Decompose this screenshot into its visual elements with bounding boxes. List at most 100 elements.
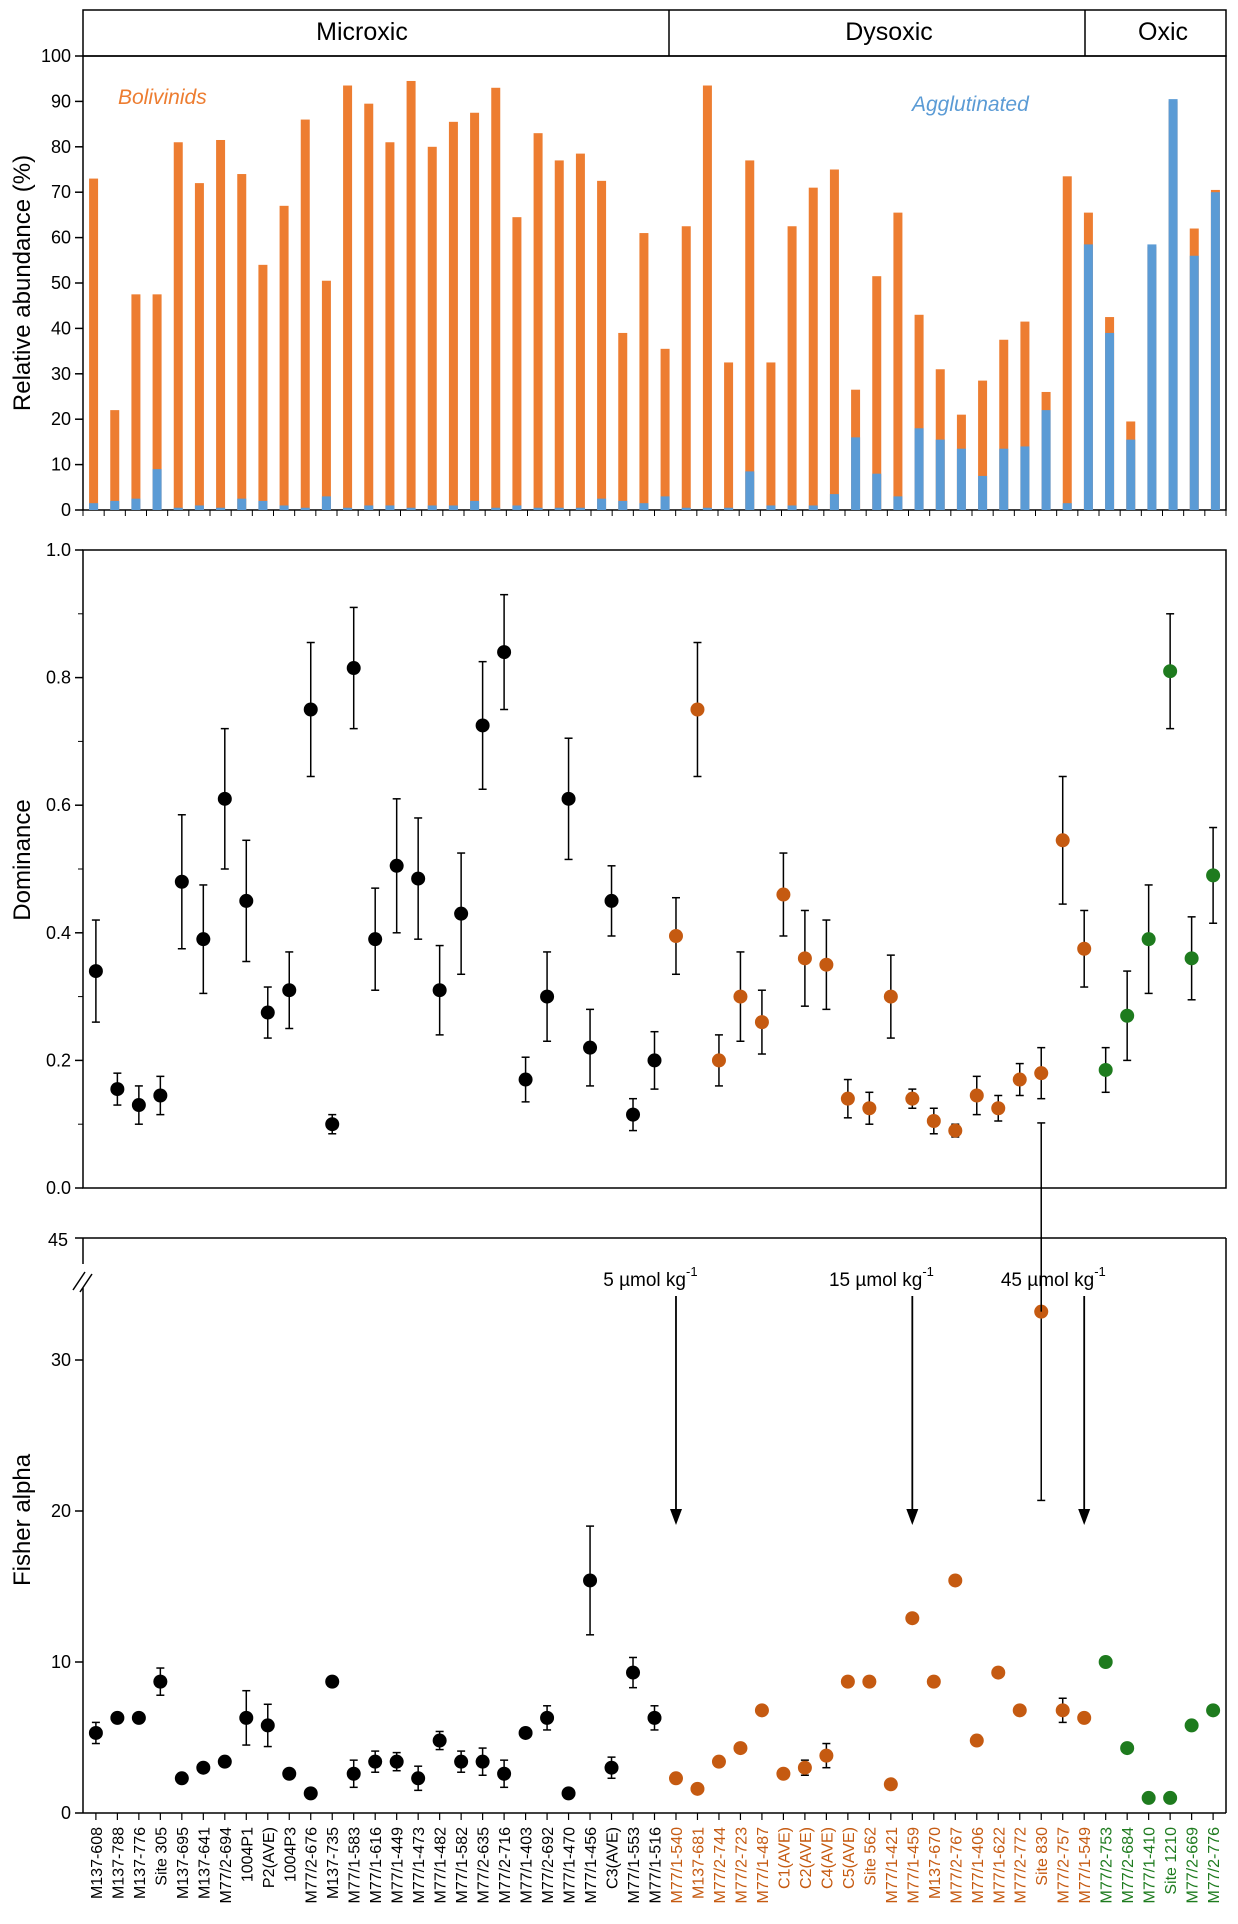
x-tick-label: M77/2-723 — [733, 1827, 750, 1904]
fisher-point — [411, 1771, 426, 1786]
y-tick-label: 40 — [51, 318, 71, 338]
bolivinid-bar — [194, 183, 204, 510]
bolivinid-bar — [258, 264, 268, 510]
agglutinated-bar — [300, 507, 310, 510]
bolivinid-bar — [999, 339, 1009, 510]
y-tick-label: 10 — [51, 455, 71, 475]
x-tick-label: M137-695 — [175, 1827, 192, 1899]
fisher-point — [518, 1725, 533, 1740]
zone-label-dysoxic: Dysoxic — [845, 18, 933, 46]
agglutinated-bar — [258, 500, 268, 510]
agglutinated-bar — [1020, 446, 1030, 510]
agglutinated-bar — [702, 507, 712, 510]
y-tick-label: 0.4 — [46, 923, 71, 943]
fisher-point — [1206, 1703, 1221, 1718]
dominance-point — [1120, 1008, 1135, 1023]
agglutinated-bar — [237, 498, 247, 510]
y-tick-label: 10 — [51, 1652, 71, 1672]
dominance-point — [733, 989, 748, 1004]
fisher-point — [862, 1674, 877, 1689]
agglutinated-bar — [427, 505, 437, 510]
fisher-point — [325, 1674, 340, 1689]
bolivinid-bar — [724, 362, 734, 510]
x-tick-label: M77/1-616 — [368, 1827, 385, 1904]
agglutinated-bar — [1147, 244, 1157, 510]
fisher-point — [196, 1760, 211, 1775]
fisher-y-axis: 0 10 20 30 — [51, 1350, 83, 1823]
x-tick-label: Site 830 — [1034, 1827, 1051, 1886]
fisher-point — [969, 1733, 984, 1748]
bolivinid-bar — [152, 294, 162, 510]
y-tick-label: 100 — [41, 46, 71, 66]
zone-header-box — [82, 9, 1227, 57]
dominance-point — [819, 957, 834, 972]
bolivinid-bar — [321, 280, 331, 510]
y-tick-label: 0.8 — [46, 668, 71, 688]
x-tick-label: M77/2-772 — [1013, 1827, 1030, 1904]
agglutinated-label: Agglutinated — [910, 93, 1030, 116]
dominance-point — [711, 1053, 726, 1068]
dominance-point — [346, 661, 361, 676]
dominance-point — [926, 1114, 941, 1129]
fisher-point — [110, 1710, 125, 1725]
fisher-point — [604, 1760, 619, 1775]
fisher-point — [432, 1733, 447, 1748]
agglutinated-bar — [216, 507, 226, 510]
dominance-point — [174, 874, 189, 889]
agglutinated-bar — [724, 507, 734, 510]
agglutinated-bar — [470, 500, 480, 510]
fisher-point — [883, 1777, 898, 1792]
dominance-point — [153, 1088, 168, 1103]
dominance-point — [432, 983, 447, 998]
bolivinid-bar — [618, 332, 628, 510]
bolivinid-bar — [512, 217, 522, 511]
bolivinid-bar — [575, 153, 585, 511]
x-tick-label: M77/1-583 — [347, 1827, 364, 1904]
fisher-point — [754, 1703, 769, 1718]
bolivinid-bar — [300, 119, 310, 510]
x-tick-label: M77/1-516 — [648, 1827, 665, 1904]
dominance-point — [1098, 1062, 1113, 1077]
dominance-point — [303, 702, 318, 717]
bolivinid-bar — [110, 410, 120, 510]
arrow-label-superscript: -1 — [686, 1264, 698, 1279]
x-tick-label: M77/1-540 — [669, 1827, 686, 1904]
agglutinated-bar — [914, 428, 924, 510]
fisher-point — [346, 1766, 361, 1781]
dominance-point — [1141, 932, 1156, 947]
fisher-point — [1098, 1655, 1113, 1669]
arrow-label: 5 µmol kg — [603, 1270, 686, 1291]
bolivinids-label: Bolivinids — [118, 86, 207, 109]
y-tick-label: 60 — [51, 228, 71, 248]
bolivinid-bar — [279, 205, 289, 510]
bolivinid-bar — [216, 139, 226, 511]
abundance-bars — [89, 80, 1220, 511]
x-tick-label: M77/2-776 — [1206, 1827, 1223, 1904]
fisher-point — [88, 1725, 103, 1740]
fisher-point — [131, 1710, 146, 1725]
fisher-points — [88, 1122, 1221, 1805]
y-tick-label: 50 — [51, 273, 71, 293]
agglutinated-bar — [597, 498, 607, 510]
dominance-point — [883, 989, 898, 1004]
fisher-point — [217, 1754, 232, 1769]
fisher-point — [282, 1766, 297, 1781]
arrow-label-superscript: -1 — [922, 1264, 934, 1279]
fisher-point — [153, 1674, 168, 1689]
agglutinated-bar — [808, 505, 818, 510]
dominance-point — [583, 1040, 598, 1055]
agglutinated-bar — [131, 498, 141, 510]
fisher-point — [583, 1573, 598, 1588]
x-tick-label: C2(AVE) — [798, 1827, 815, 1889]
y-tick-label: 0 — [61, 1803, 71, 1823]
agglutinated-bar — [978, 475, 988, 510]
fisher-point — [733, 1741, 748, 1756]
x-tick-label: M137-681 — [690, 1827, 707, 1899]
x-tick-label: M77/2-767 — [948, 1827, 965, 1904]
y-tick-label: 0 — [61, 500, 71, 520]
agglutinated-bar — [1105, 332, 1115, 510]
fisher-point — [368, 1754, 383, 1769]
x-tick-label: M77/1-582 — [454, 1827, 471, 1904]
arrow-head-icon — [906, 1509, 919, 1525]
